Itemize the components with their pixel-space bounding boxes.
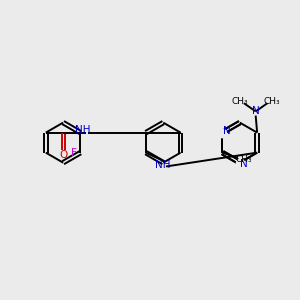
Text: F: F [71,148,77,158]
Text: N: N [240,159,248,169]
Text: N: N [252,106,260,116]
Text: O: O [59,150,68,160]
Text: CH₃: CH₃ [232,97,248,106]
Text: NH: NH [154,160,170,170]
Text: CH₃: CH₃ [236,154,253,164]
Text: N: N [223,127,231,136]
Text: CH₃: CH₃ [263,97,280,106]
Text: NH: NH [75,125,91,135]
